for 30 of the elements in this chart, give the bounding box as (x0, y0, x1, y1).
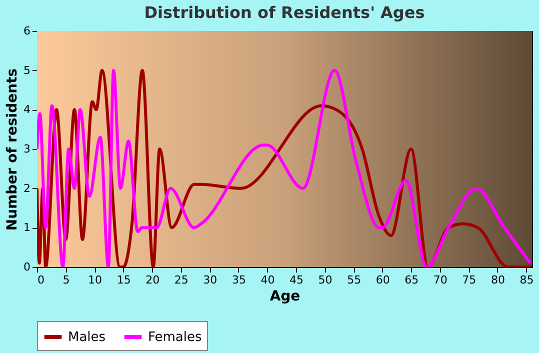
x-tick-label: 30 (203, 274, 218, 286)
y-tick-label: 0 (24, 260, 30, 274)
x-tick-label: 45 (290, 274, 304, 286)
x-axis-title: Age (270, 288, 300, 304)
x-tick-label: 75 (462, 274, 476, 286)
x-tick-label: 15 (116, 274, 131, 286)
x-tick-label: 80 (490, 274, 505, 286)
x-tick-label: 85 (520, 274, 534, 286)
x-tick-label: 40 (260, 274, 275, 286)
y-tick-label: 5 (24, 64, 30, 77)
x-tick-label: 65 (404, 274, 419, 286)
y-tick-label: 1 (24, 221, 30, 234)
legend-label: Females (148, 330, 202, 345)
legend-label: Males (68, 330, 106, 345)
x-tick-label: 35 (232, 274, 246, 286)
x-tick-label: 70 (433, 274, 448, 286)
x-tick-label: 25 (174, 274, 188, 286)
x-tick-label: 60 (376, 274, 390, 286)
y-tick-label: 2 (24, 182, 30, 195)
x-tick-label: 20 (146, 274, 160, 286)
x-tick-label: 10 (88, 274, 102, 286)
y-tick-label: 6 (24, 24, 30, 38)
y-tick-label: 4 (24, 103, 30, 116)
x-tick-label: 55 (347, 274, 362, 286)
x-tick-label: 50 (318, 274, 332, 286)
chart-title: Distribution of Residents' Ages (144, 3, 425, 22)
y-tick-label: 3 (24, 142, 30, 156)
x-tick-label: 5 (62, 274, 70, 286)
x-tick-label: 0 (38, 274, 44, 286)
y-axis-title: Number of residents (4, 68, 20, 231)
